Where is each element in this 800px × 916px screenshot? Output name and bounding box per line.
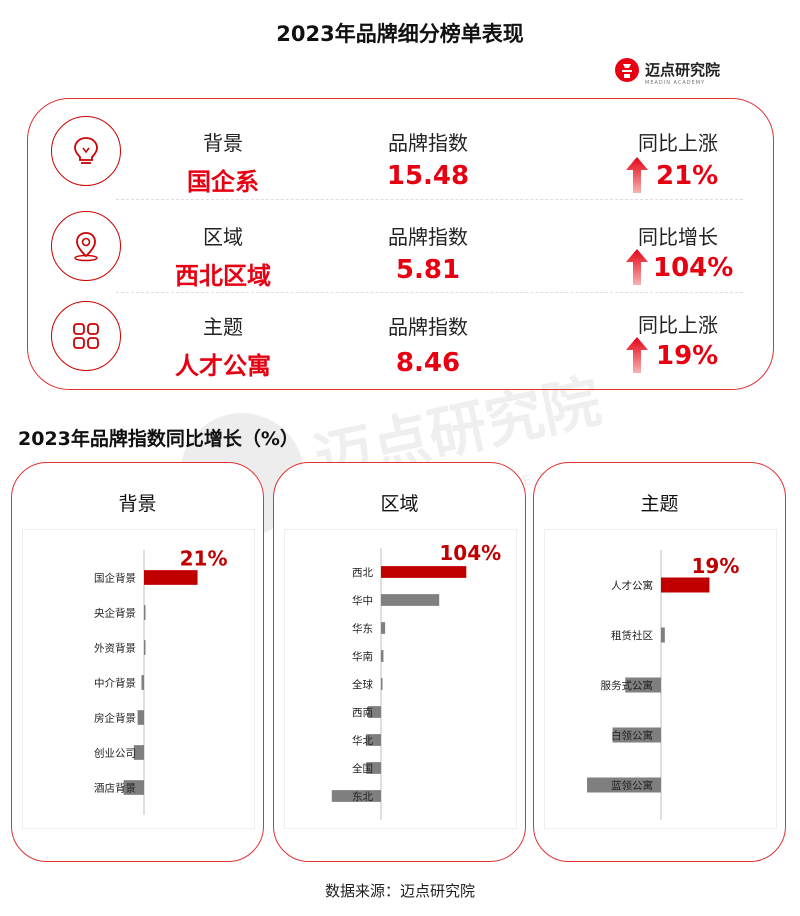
bar [381, 566, 467, 578]
logo-subtitle: MEADIN ACADEMY [645, 80, 706, 86]
chart-area: 人才公寓租赁社区服务式公寓白领公寓蓝领公寓 19% [544, 529, 777, 829]
chart-card-theme: 主题 人才公寓租赁社区服务式公寓白领公寓蓝领公寓 19% [533, 462, 786, 862]
summary-row-region: 区域 西北区域 品牌指数 5.81 同比增长 104% [28, 201, 773, 291]
category-tick-label: 酒店背景 [94, 782, 136, 795]
category-tick-label: 华南 [352, 650, 373, 663]
bar [137, 710, 144, 725]
index-value: 5.81 [395, 255, 461, 285]
bar [144, 570, 198, 585]
bar [133, 745, 144, 760]
bar [123, 780, 144, 795]
data-source: 数据来源：迈点研究院 [324, 882, 475, 900]
category-label: 区域 [203, 225, 243, 249]
category-tick-label: 西北 [352, 567, 373, 579]
bar [381, 622, 386, 634]
category-tick-label: 全球 [352, 678, 373, 691]
category-tick-label: 外资背景 [94, 642, 136, 655]
category-label: 主题 [203, 315, 243, 339]
bar [141, 675, 144, 690]
section-title: 2023年品牌指数同比增长（%） [18, 428, 299, 450]
growth-value: 21% [656, 161, 719, 191]
highlight-data-label: 19% [692, 554, 740, 578]
row-divider [116, 199, 743, 200]
bar [331, 790, 381, 802]
grid-apps-icon [51, 301, 121, 371]
bar [587, 777, 661, 793]
logo-name: 迈点研究院 [645, 60, 721, 79]
category-label: 背景 [203, 131, 243, 155]
bar [381, 594, 440, 606]
category-tick-label: 华东 [352, 622, 373, 635]
category-tick-label: 全国 [352, 762, 373, 775]
category-tick-label: 中介背景 [94, 677, 136, 690]
category-value: 西北区域 [175, 262, 271, 290]
index-value: 15.48 [386, 161, 470, 191]
category-tick-label: 华北 [352, 734, 373, 747]
summary-row-background: 背景 国企系 品牌指数 15.48 同比上涨 21% [28, 107, 773, 197]
category-tick-label: 华中 [352, 594, 373, 607]
growth-value: 104% [653, 253, 734, 283]
bar [661, 577, 710, 593]
chart-area: 西北华中华东华南全球西南华北全国东北 104% [284, 529, 517, 829]
lightbulb-icon [51, 116, 121, 186]
chart-title: 背景 [118, 493, 157, 515]
category-tick-label: 白领公寓 [611, 729, 653, 742]
bar [367, 706, 381, 718]
growth-label: 同比增长 [638, 225, 718, 249]
row-divider [116, 292, 743, 293]
bar [661, 627, 665, 643]
category-tick-label: 创业公司 [94, 747, 136, 760]
page-title: 2023年品牌细分榜单表现 [276, 22, 524, 46]
growth-value: 19% [656, 341, 719, 371]
bar [144, 605, 146, 620]
chart-card-region: 区域 西北华中华东华南全球西南华北全国东北 104% [273, 462, 526, 862]
location-pin-icon [51, 211, 121, 281]
index-label: 品牌指数 [388, 315, 468, 339]
bar [366, 762, 381, 774]
up-arrow-icon [626, 157, 648, 193]
bar [625, 677, 661, 693]
index-label: 品牌指数 [388, 131, 468, 155]
category-value: 国企系 [187, 168, 259, 196]
up-arrow-icon [626, 337, 648, 373]
category-tick-label: 蓝领公寓 [611, 779, 653, 792]
summary-panel: 背景 国企系 品牌指数 15.48 同比上涨 21% 区域 西北区域 品牌指数 … [27, 98, 774, 390]
index-value: 8.46 [395, 348, 461, 378]
bar [381, 650, 384, 662]
category-tick-label: 人才公寓 [611, 579, 653, 592]
growth-label: 同比上涨 [638, 313, 718, 337]
highlight-data-label: 21% [180, 547, 228, 571]
chart-area: 国企背景央企背景外资背景中介背景房企背景创业公司酒店背景 21% [22, 529, 255, 829]
summary-row-theme: 主题 人才公寓 品牌指数 8.46 同比上涨 19% [28, 291, 773, 381]
bar [144, 640, 146, 655]
chart-title: 主题 [640, 493, 679, 515]
bar [612, 727, 661, 743]
chart-card-background: 背景 国企背景央企背景外资背景中介背景房企背景创业公司酒店背景 21% [11, 462, 264, 862]
index-label: 品牌指数 [388, 225, 468, 249]
highlight-data-label: 104% [439, 541, 501, 565]
category-tick-label: 东北 [352, 790, 373, 803]
growth-label: 同比上涨 [638, 131, 718, 155]
logo: 迈点研究院 MEADIN ACADEMY [615, 58, 721, 86]
bar [381, 678, 383, 690]
category-tick-label: 服务式公寓 [601, 679, 654, 692]
bar [366, 734, 381, 746]
up-arrow-icon [626, 249, 648, 285]
category-tick-label: 房企背景 [94, 712, 136, 725]
category-tick-label: 西南 [352, 706, 373, 719]
logo-mark [615, 58, 639, 82]
category-value: 人才公寓 [175, 352, 271, 380]
category-tick-label: 国企背景 [94, 572, 136, 585]
chart-title: 区域 [380, 493, 419, 515]
category-tick-label: 央企背景 [94, 607, 136, 620]
category-tick-label: 租赁社区 [611, 629, 653, 642]
